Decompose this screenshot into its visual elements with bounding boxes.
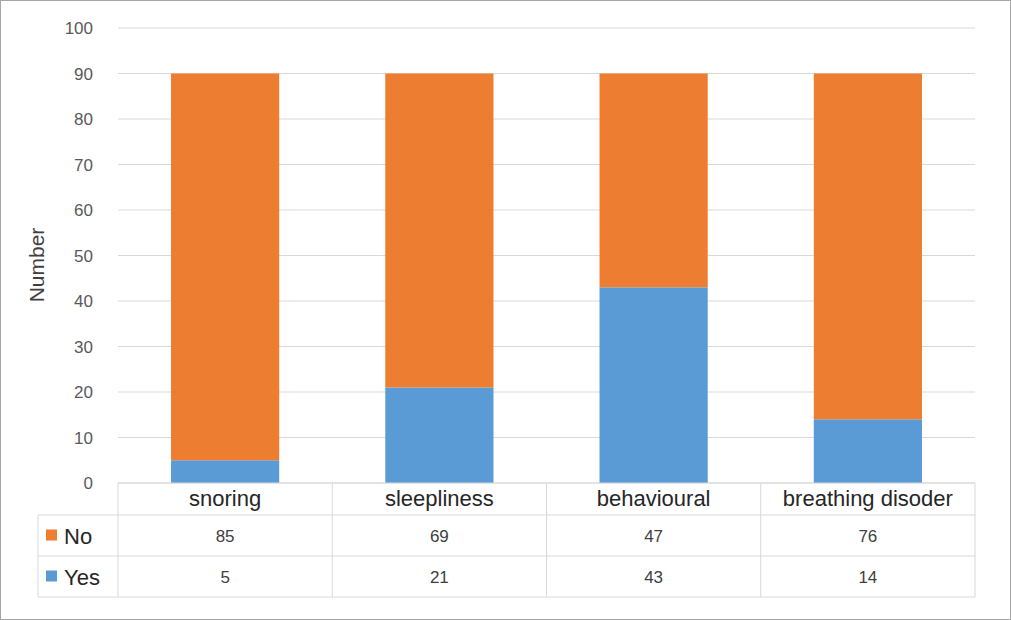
chart-svg: 0 10 20 30 40 50 60 70 80 90 100 Number snoring sleep… [0,0,1011,620]
y-tick-label: 60 [74,201,93,220]
table-value: 85 [216,527,235,546]
bars [171,74,922,484]
table-value: 76 [858,527,877,546]
y-tick-label: 80 [74,110,93,129]
legend-label: Yes [64,565,100,590]
table-line [38,515,975,516]
bar-segment [814,74,922,420]
x-tick-label: snoring [189,486,261,511]
y-tick-label: 20 [74,383,93,402]
y-tick-label: 100 [65,19,93,38]
legend-swatch [46,530,57,541]
bar-segment [385,387,493,483]
table-line [975,483,976,597]
bar-segment [600,74,708,288]
table-line [118,483,119,597]
table-line [760,483,761,597]
bar-segment [385,74,493,388]
bar-segment [171,460,279,483]
table-line [38,597,975,598]
bar-segment [171,74,279,461]
x-tick-label: sleepliness [385,486,494,511]
y-tick-label: 10 [74,429,93,448]
y-tick-label: 40 [74,292,93,311]
x-tick-label: breathing disoder [783,486,953,511]
bar-segment [814,419,922,483]
legend-swatch [46,571,57,582]
table-line [38,515,39,597]
table-value: 14 [858,568,877,587]
table-value: 69 [430,527,449,546]
y-axis-label: Number [25,228,48,303]
y-tick-label: 0 [84,474,93,493]
table-value: 21 [430,568,449,587]
background [1,1,1011,620]
x-tick-label: behavioural [597,486,711,511]
chart-container: 0 10 20 30 40 50 60 70 80 90 100 Number snoring sleep… [0,0,1011,620]
table-value: 5 [220,568,229,587]
y-tick-label: 70 [74,156,93,175]
legend-label: No [64,524,92,549]
table-line [38,556,975,557]
table-line [546,483,547,597]
y-tick-label: 50 [74,247,93,266]
bar-segment [600,287,708,483]
table-line [332,483,333,597]
table-value: 43 [644,568,663,587]
table-value: 47 [644,527,663,546]
y-tick-label: 30 [74,338,93,357]
grid-line [118,28,975,29]
y-tick-label: 90 [74,65,93,84]
